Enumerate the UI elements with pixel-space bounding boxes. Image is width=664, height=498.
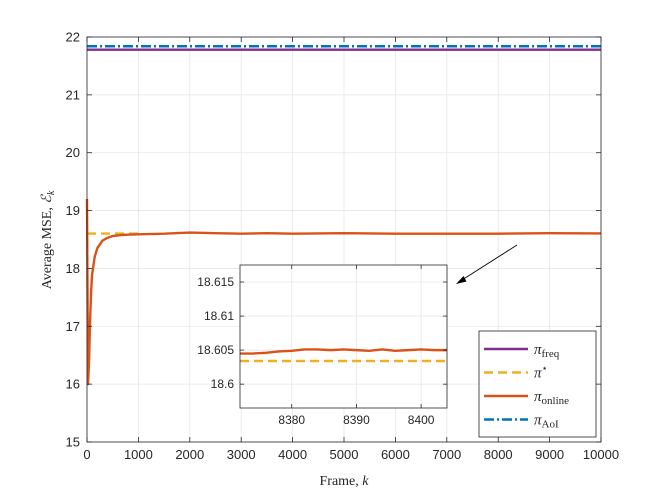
inset-background: [240, 265, 447, 408]
zoom-arrow: [456, 244, 518, 284]
inset-y-tick-label: 18.605: [197, 343, 234, 357]
inset-plot-area: 8380 8390 8400 18.6 18.605 18.61 18.615: [197, 264, 448, 427]
y-tick-label: 18: [66, 261, 80, 276]
legend-label: πAoI: [534, 413, 559, 431]
y-tick-label: 16: [66, 377, 80, 392]
inset-series-group: [240, 348, 447, 363]
x-tick-label: 9000: [535, 447, 564, 462]
inset-x-tick-label: 8390: [343, 413, 370, 427]
y-axis-label-var: ℰ: [40, 194, 55, 204]
main-series-group: [85, 45, 602, 386]
y-tick-label: 15: [66, 435, 80, 450]
x-axis-label-text: Frame,: [320, 474, 363, 489]
x-tick-label: 10000: [583, 447, 619, 462]
y-tick-label: 22: [66, 30, 80, 45]
x-axis-label-var: k: [362, 474, 369, 489]
inset-x-tick-label: 8380: [278, 413, 305, 427]
y-axis-label-text: Average MSE,: [40, 204, 55, 290]
y-axis-label-sub: k: [46, 190, 57, 195]
y-tick-label: 21: [66, 87, 80, 102]
x-tick-label: 8000: [484, 447, 513, 462]
x-axis-label: Frame, k: [320, 474, 370, 489]
y-tick-label: 19: [66, 203, 80, 218]
x-tick-label: 3000: [227, 447, 256, 462]
inset-y-tick-label: 18.61: [204, 309, 234, 323]
legend-entries: πfreq π⋆ πonline πAoI: [484, 342, 569, 431]
inset-y-tick-label: 18.6: [211, 377, 235, 391]
x-tick-label: 0: [83, 447, 90, 462]
inset-y-tick-label: 18.615: [197, 275, 234, 289]
x-tick-label: 2000: [175, 447, 204, 462]
legend-label: πfreq: [534, 342, 560, 360]
x-tick-label: 4000: [278, 447, 307, 462]
legend-label: π⋆: [534, 364, 548, 382]
inset-series-line-1: [240, 348, 447, 355]
legend: πfreq π⋆ πonline πAoI: [478, 330, 597, 438]
x-tick-label: 5000: [330, 447, 359, 462]
inset-x-tick-label: 8400: [408, 413, 435, 427]
y-axis-label: Average MSE, ℰk: [40, 190, 57, 289]
inset-ticks: [240, 265, 447, 408]
y-tick-label: 17: [66, 319, 80, 334]
x-tick-label: 7000: [432, 447, 461, 462]
x-tick-label: 1000: [124, 447, 153, 462]
inset-frame: [239, 264, 448, 409]
x-tick-label: 6000: [381, 447, 410, 462]
legend-label: πonline: [534, 389, 569, 407]
y-tick-label: 20: [66, 145, 80, 160]
main-ticks: [86, 36, 602, 443]
main-tick-labels: 0 1000 2000 3000 4000 5000 6000 7000 8000 9000 100…: [66, 30, 620, 463]
series-line-online: [85, 198, 602, 386]
inset-tick-labels: 8380 8390 8400 18.6 18.605 18.61 18.615: [197, 275, 434, 427]
